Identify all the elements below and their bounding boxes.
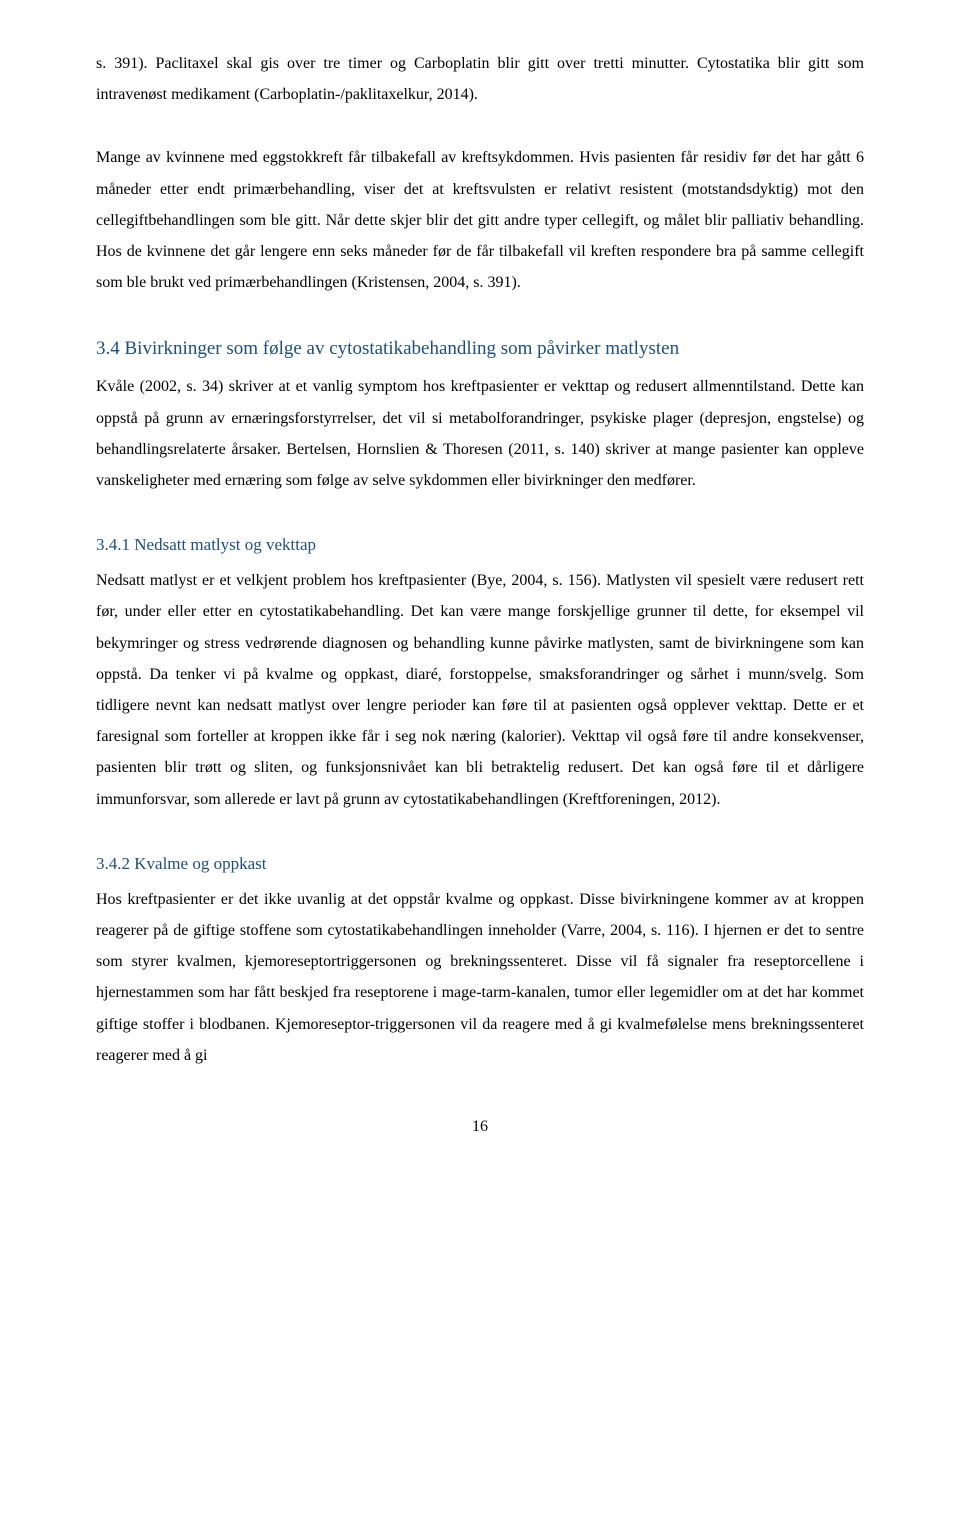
section-heading-3-4-1: 3.4.1 Nedsatt matlyst og vekttap	[96, 528, 864, 561]
page-number: 16	[96, 1111, 864, 1142]
body-paragraph: Kvåle (2002, s. 34) skriver at et vanlig…	[96, 371, 864, 496]
body-paragraph: Mange av kvinnene med eggstokkreft får t…	[96, 142, 864, 298]
body-paragraph: s. 391). Paclitaxel skal gis over tre ti…	[96, 48, 864, 110]
section-heading-3-4: 3.4 Bivirkninger som følge av cytostatik…	[96, 330, 864, 367]
body-paragraph: Nedsatt matlyst er et velkjent problem h…	[96, 565, 864, 815]
body-paragraph: Hos kreftpasienter er det ikke uvanlig a…	[96, 884, 864, 1071]
section-heading-3-4-2: 3.4.2 Kvalme og oppkast	[96, 847, 864, 880]
document-page: s. 391). Paclitaxel skal gis over tre ti…	[0, 0, 960, 1514]
